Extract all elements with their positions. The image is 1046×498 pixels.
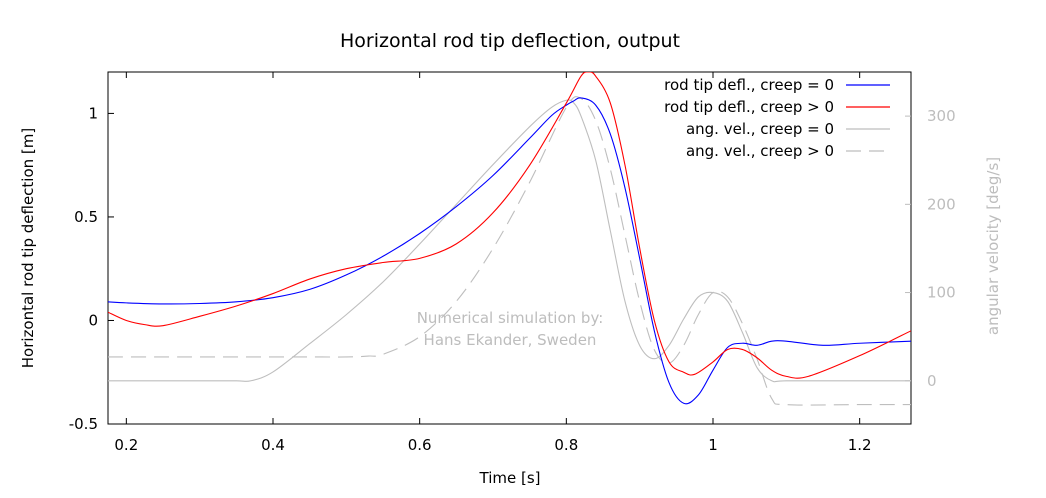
legend: rod tip defl., creep = 0 rod tip defl., c…: [664, 76, 890, 160]
y-axis-right: 0 100 200 300: [905, 107, 956, 390]
series-line-2: [108, 72, 911, 379]
series-line-1: [108, 97, 911, 405]
y2-axis-label: angular velocity [deg/s]: [984, 157, 1002, 335]
y2-tick-label: 300: [927, 107, 956, 125]
y-tick-label: 0.5: [74, 208, 98, 226]
chart-title: Horizontal rod tip deflection, output: [340, 30, 680, 52]
y-tick-label: 1: [88, 104, 98, 122]
series-line-3: [108, 99, 911, 383]
x-tick-label: 1.2: [848, 436, 872, 454]
x-tick-label: 0.2: [114, 436, 138, 454]
x-tick-label: 0.6: [408, 436, 432, 454]
y-tick-label: 0: [88, 311, 98, 329]
x-axis: 0.2 0.4 0.6 0.8 1 1.2: [114, 72, 872, 454]
y2-tick-label: 100: [927, 284, 956, 302]
x-tick-label: 0.4: [261, 436, 285, 454]
legend-label: rod tip defl., creep = 0: [664, 76, 834, 94]
y-tick-label: -0.5: [69, 415, 98, 433]
x-tick-label: 0.8: [554, 436, 578, 454]
annotation-line-2: Hans Ekander, Sweden: [424, 331, 597, 349]
y2-tick-label: 200: [927, 195, 956, 213]
legend-label: ang. vel., creep > 0: [686, 142, 834, 160]
x-axis-label: Time [s]: [479, 469, 541, 487]
annotation-line-1: Numerical simulation by:: [417, 309, 604, 327]
legend-label: ang. vel., creep = 0: [686, 120, 834, 138]
y-axis-label: Horizontal rod tip deflection [m]: [19, 128, 37, 369]
annotation: Numerical simulation by: Hans Ekander, S…: [417, 309, 604, 349]
plot-frame: [107, 71, 912, 425]
legend-label: rod tip defl., creep > 0: [664, 98, 834, 116]
series-layer: [108, 72, 911, 406]
y-axis-left: -0.5 0 0.5 1: [69, 104, 114, 433]
x-tick-label: 1: [708, 436, 718, 454]
y2-tick-label: 0: [927, 372, 937, 390]
series-line-4: [108, 96, 911, 406]
